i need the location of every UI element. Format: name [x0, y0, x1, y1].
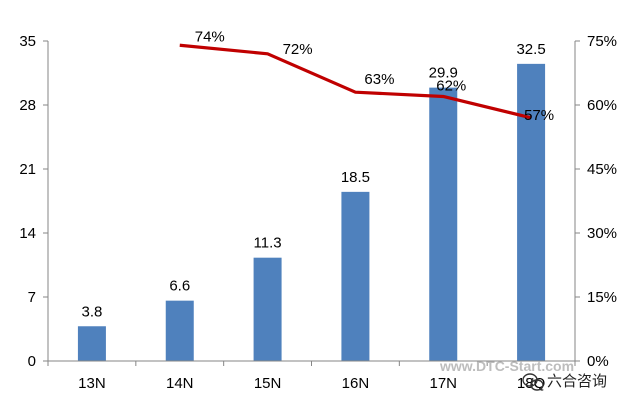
- bar-series: [77, 63, 546, 361]
- bar-18Q: [517, 63, 546, 361]
- watermark-brand: 六合咨询: [547, 373, 607, 390]
- y-right-tick-label: 45%: [587, 161, 617, 178]
- y-right-tick-label: 15%: [587, 289, 617, 306]
- bar-value-label: 3.8: [81, 303, 102, 320]
- bar-value-label: 11.3: [254, 235, 282, 252]
- y-left-tick-label: 0: [28, 353, 36, 370]
- y-left-tick-label: 21: [19, 161, 36, 178]
- y-left-tick-label: 14: [19, 225, 36, 242]
- x-tick-label: 15N: [254, 375, 282, 392]
- line-value-label: 62%: [436, 77, 466, 94]
- bar-15N: [253, 257, 282, 361]
- y-right-tick-label: 30%: [587, 225, 617, 242]
- axes: 0 7 14 21 28 35 0% 15% 30% 45% 60% 75% 13N 14N 15N 16N 1…: [19, 33, 617, 392]
- bar-16N: [341, 191, 370, 361]
- bar-13N: [77, 326, 106, 361]
- line-value-label: 74%: [195, 28, 225, 45]
- x-tick-label: 17N: [429, 375, 457, 392]
- watermark: www.DTC-Start.com 六合咨询: [439, 358, 607, 391]
- y-right-tick-label: 0%: [587, 353, 609, 370]
- wechat-icon: [522, 373, 544, 391]
- y-left-tick-label: 35: [19, 33, 36, 50]
- bar-value-label: 6.6: [169, 278, 190, 295]
- line-series: [179, 43, 532, 120]
- bar-17N: [429, 87, 458, 361]
- x-tick-label: 14N: [166, 375, 194, 392]
- line-value-label: 72%: [283, 41, 313, 58]
- x-tick-label: 16N: [342, 375, 370, 392]
- bar-14N: [165, 300, 194, 361]
- y-left-tick-label: 28: [19, 97, 36, 114]
- data-labels: 3.8 6.6 11.3 18.5 29.9 32.5 74% 72% 63% 62% 57%: [81, 28, 554, 320]
- y-right-tick-label: 60%: [587, 97, 617, 114]
- x-tick-label: 13N: [78, 375, 106, 392]
- line-ratio: [179, 43, 532, 120]
- bar-value-label: 29.9: [429, 65, 458, 82]
- line-value-label: 57%: [524, 107, 554, 124]
- line-value-label: 63%: [364, 71, 394, 88]
- bar-value-label: 18.5: [341, 169, 370, 186]
- y-right-tick-label: 75%: [587, 33, 617, 50]
- bar-value-label: 32.5: [516, 41, 545, 58]
- y-left-tick-label: 7: [28, 289, 36, 306]
- watermark-url: www.DTC-Start.com: [439, 358, 574, 374]
